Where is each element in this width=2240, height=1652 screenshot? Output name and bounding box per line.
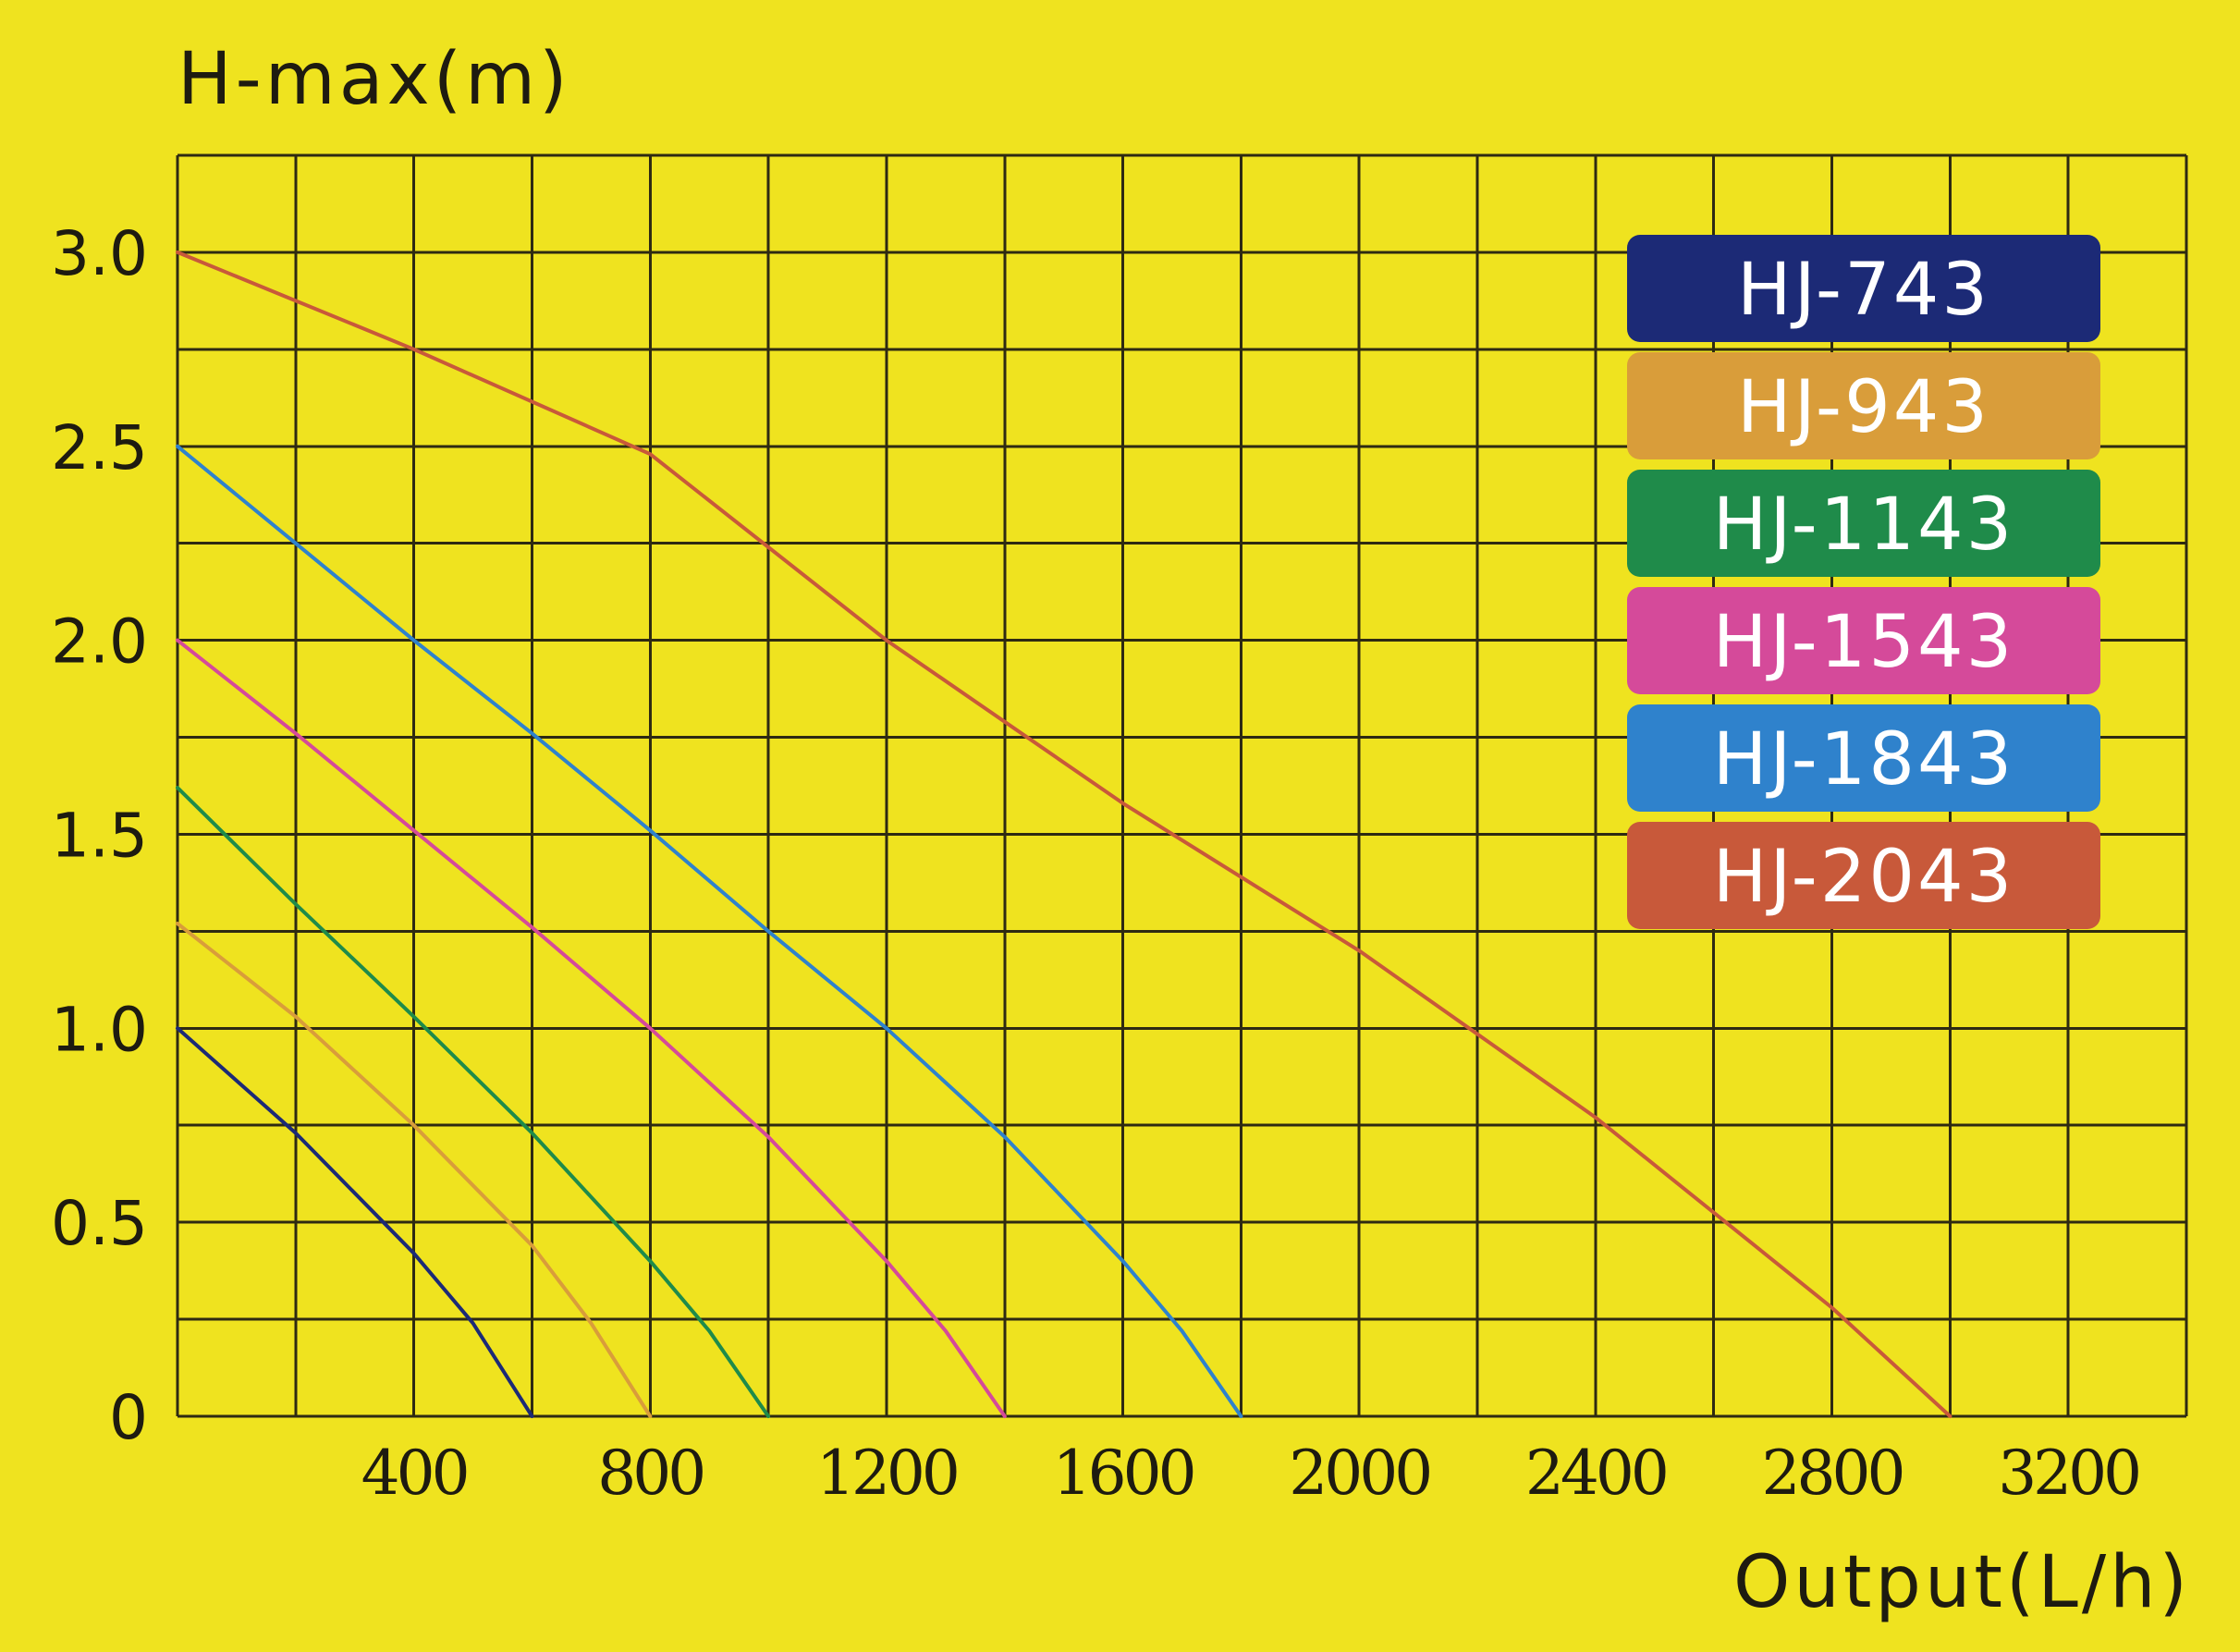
x-tick-label-0: 400 xyxy=(361,1438,467,1509)
series-line-hj-743 xyxy=(176,1026,534,1418)
tick-labels: 0 0.5 1.0 1.5 2.0 2.5 3.0 400 800 1200 1600 2000 240… xyxy=(51,218,2142,1509)
x-tick-label-5: 2400 xyxy=(1525,1438,1666,1509)
legend-label-hj-743: HJ-743 xyxy=(1737,249,1990,332)
y-tick-label-2: 1.0 xyxy=(51,994,148,1065)
series-lines xyxy=(176,250,1952,1418)
legend-label-hj-943: HJ-943 xyxy=(1737,366,1990,449)
series-line-hj-1143 xyxy=(176,786,771,1418)
x-axis-label: Output(L/h) xyxy=(1733,1541,2191,1624)
x-tick-label-1: 800 xyxy=(597,1438,703,1509)
series-line-hj-943 xyxy=(176,922,653,1418)
x-tick-label-6: 2800 xyxy=(1762,1438,1903,1509)
legend-swatch-hj-1843 xyxy=(1627,704,2100,812)
x-tick-label-3: 1600 xyxy=(1053,1438,1193,1509)
legend-swatch-hj-1543 xyxy=(1627,587,2100,694)
legend-label-hj-1843: HJ-1843 xyxy=(1713,718,2015,802)
y-tick-label-3: 1.5 xyxy=(51,800,148,871)
legend: HJ-743 HJ-943 HJ-1143 HJ-1543 HJ-1843 HJ-2043 xyxy=(1627,235,2100,929)
legend-label-hj-1143: HJ-1143 xyxy=(1713,483,2015,567)
y-tick-label-6: 3.0 xyxy=(51,218,148,289)
legend-swatch-hj-743 xyxy=(1627,235,2100,342)
legend-swatch-hj-2043 xyxy=(1627,822,2100,929)
legend-label-hj-1543: HJ-1543 xyxy=(1713,601,2015,684)
series-line-hj-1843 xyxy=(176,444,1243,1418)
y-tick-label-0: 0 xyxy=(109,1382,148,1453)
y-tick-label-4: 2.0 xyxy=(51,606,148,678)
x-tick-label-7: 3200 xyxy=(1998,1438,2138,1509)
x-tick-label-2: 1200 xyxy=(816,1438,957,1509)
legend-label-hj-2043: HJ-2043 xyxy=(1713,836,2015,919)
y-tick-label-1: 0.5 xyxy=(51,1188,148,1259)
legend-swatch-hj-943 xyxy=(1627,352,2100,459)
y-axis-label: H-max(m) xyxy=(177,38,571,121)
legend-swatch-hj-1143 xyxy=(1627,470,2100,577)
series-line-hj-1543 xyxy=(176,638,1007,1418)
y-tick-label-5: 2.5 xyxy=(51,412,148,483)
series-line-hj-2043 xyxy=(176,250,1952,1418)
x-tick-label-4: 2000 xyxy=(1289,1438,1429,1509)
